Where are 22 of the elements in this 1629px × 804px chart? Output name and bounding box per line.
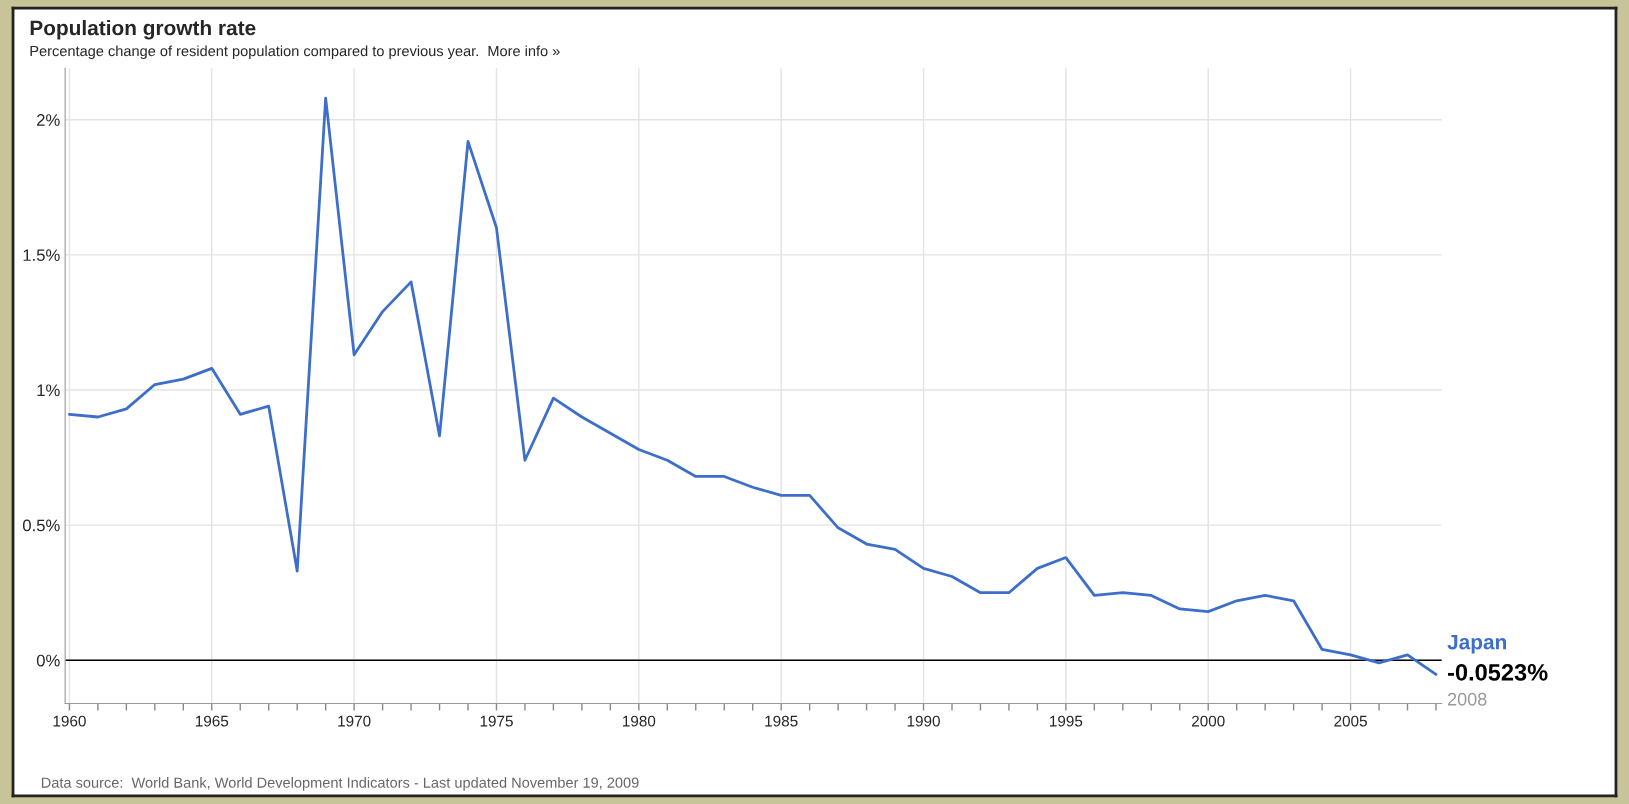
annotation: 2008	[1447, 692, 1487, 706]
x-tick-label: 1980	[623, 715, 656, 727]
y-tick-label: 2%	[37, 114, 60, 126]
x-tick-label: 1990	[907, 715, 940, 727]
chart-subtitle: Percentage change of resident population compared to previous year. More info »	[30, 45, 560, 60]
x-tick-label: 1960	[53, 715, 86, 727]
series-label: Japan	[1447, 634, 1506, 654]
y-tick-label: 0%	[36, 654, 60, 667]
x-tick-label: 1970	[338, 715, 371, 727]
x-tick-label: 1995	[1050, 715, 1083, 727]
annotation: -0.0523%	[1448, 664, 1548, 681]
y-tick-label: 0.5%	[22, 519, 60, 532]
chart-title: Population growth rate	[30, 19, 256, 40]
y-tick-label: 1%	[37, 384, 60, 397]
source-note: Data source: World Bank, World Development Indicators - Last updated November 19, 2009	[41, 777, 639, 791]
y-tick-label: 1.5%	[23, 249, 60, 262]
x-tick-label: 1985	[765, 715, 798, 727]
x-tick-label: 1975	[480, 715, 513, 727]
line-series	[68, 96, 1438, 676]
x-tick-label: 1965	[195, 715, 229, 727]
x-tick-label: 2000	[1191, 715, 1225, 727]
x-tick-label: 2005	[1334, 715, 1367, 727]
